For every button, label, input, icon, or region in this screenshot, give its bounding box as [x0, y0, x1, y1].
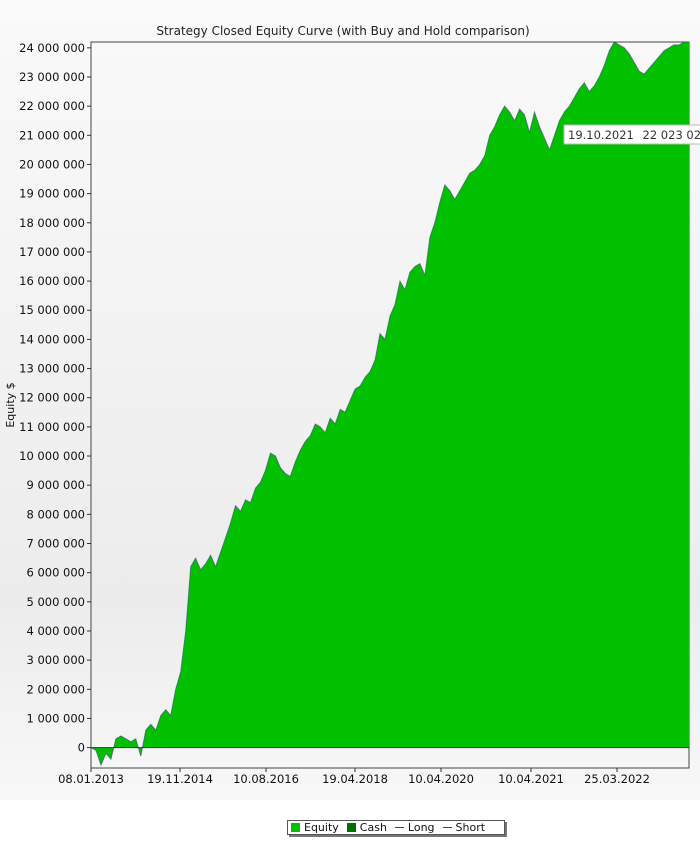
equity-outline	[90, 41, 689, 767]
y-tick-label: 22 000 000	[19, 99, 85, 113]
legend-long-line	[394, 827, 404, 828]
y-tick-label: 7 000 000	[26, 536, 85, 550]
chart-title: Strategy Closed Equity Curve (with Buy a…	[156, 24, 529, 38]
legend-cash-label: Cash	[359, 821, 387, 834]
x-tick-label: 25.03.2022	[584, 772, 650, 786]
x-tick-label: 10.08.2016	[233, 772, 299, 786]
plot-area	[90, 41, 690, 769]
legend-equity-swatch	[291, 823, 300, 832]
y-tick-label: 12 000 000	[19, 391, 85, 405]
legend-item-long: Long	[394, 821, 435, 834]
y-tick-label: 3 000 000	[26, 653, 85, 667]
y-tick-label: 14 000 000	[19, 332, 85, 346]
y-tick-label: 21 000 000	[19, 128, 85, 142]
x-tick-label: 19.04.2018	[322, 772, 388, 786]
y-tick-label: 6 000 000	[26, 566, 85, 580]
tooltip-date: 19.10.2021	[568, 128, 634, 142]
x-tick-label: 08.01.2013	[58, 772, 124, 786]
y-tick-label: 13 000 000	[19, 362, 85, 376]
legend-short-label: Short	[455, 821, 486, 834]
y-tick-label: 17 000 000	[19, 245, 85, 259]
y-tick-label: 15 000 000	[19, 303, 85, 317]
legend-item-equity: Equity	[291, 821, 339, 834]
y-tick-label: 4 000 000	[26, 624, 85, 638]
legend-short-line	[442, 827, 452, 828]
x-tick-label: 10.04.2021	[498, 772, 564, 786]
y-tick-label: 16 000 000	[19, 274, 85, 288]
y-axis-label: Equity $	[4, 382, 17, 427]
y-tick-label: 0	[78, 741, 85, 755]
x-tick-label: 19.11.2014	[147, 772, 213, 786]
x-axis: 08.01.2013 19.11.2014 10.08.2016 19.04.2018…	[58, 768, 650, 786]
y-tick-label: 19 000 000	[19, 187, 85, 201]
y-tick-label: 24 000 000	[19, 41, 85, 55]
y-tick-label: 10 000 000	[19, 449, 85, 463]
legend-item-cash: Cash	[346, 821, 387, 834]
y-tick-label: 1 000 000	[26, 711, 85, 725]
y-tick-label: 20 000 000	[19, 157, 85, 171]
y-tick-label: 2 000 000	[26, 682, 85, 696]
y-tick-label: 8 000 000	[26, 507, 85, 521]
legend-cash-swatch	[346, 823, 356, 832]
y-tick-label: 5 000 000	[26, 595, 85, 609]
y-tick-label: 23 000 000	[19, 70, 85, 84]
legend-item-short: Short	[442, 821, 486, 834]
tooltip-box	[563, 124, 700, 145]
legend-long-label: Long	[407, 821, 435, 834]
legend-equity-label: Equity	[304, 821, 339, 834]
y-tick-label: 9 000 000	[26, 478, 85, 492]
y-tick-label: 18 000 000	[19, 216, 85, 230]
equity-chart: Strategy Closed Equity Curve (with Buy a…	[4, 24, 700, 786]
svg-text:19.10.2021 22 023 021,55: 19.10.2021 22 023 021,55	[568, 128, 700, 142]
chart-legend: Equity Cash Long Short	[287, 820, 505, 835]
tooltip-value: 22 023 021,55	[643, 128, 700, 142]
y-tick-label: 11 000 000	[19, 420, 85, 434]
x-tick-label: 10.04.2020	[408, 772, 474, 786]
equity-area	[91, 42, 689, 766]
y-axis: 0 1 000 000 2 000 000 3 000 000 4 000 000 5 0…	[19, 41, 91, 755]
value-tooltip: 19.10.2021 22 023 021,55	[563, 124, 700, 145]
